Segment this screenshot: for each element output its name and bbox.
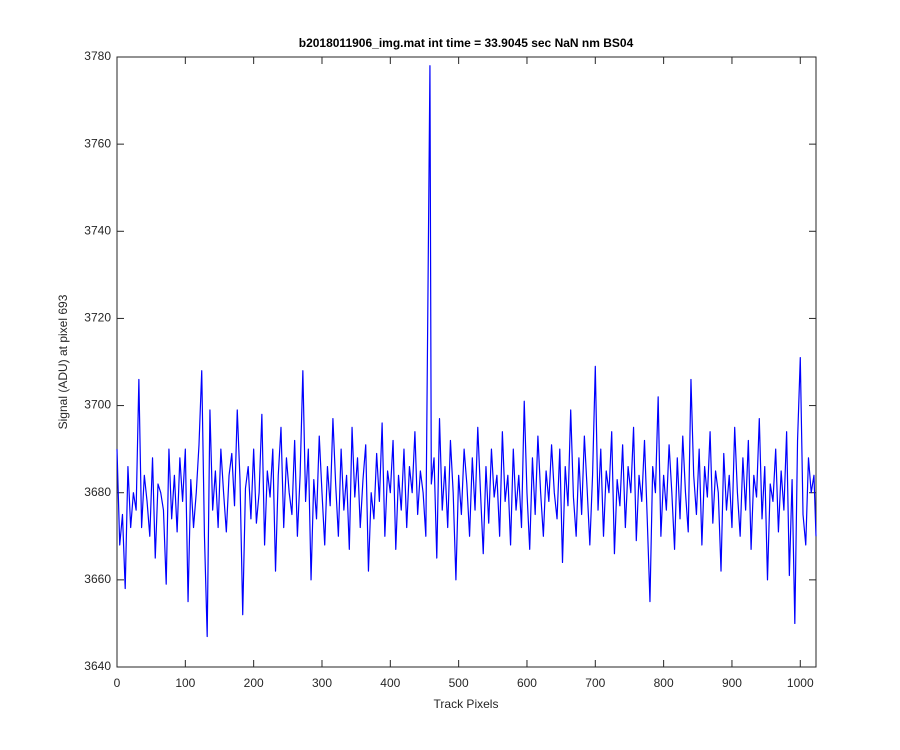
x-tick-label: 0 bbox=[114, 676, 121, 690]
y-tick-label: 3720 bbox=[84, 311, 111, 325]
x-tick-label: 1000 bbox=[787, 676, 814, 690]
y-tick-label: 3700 bbox=[84, 398, 111, 412]
x-tick-label: 100 bbox=[175, 676, 195, 690]
x-tick-label: 600 bbox=[517, 676, 537, 690]
chart-title: b2018011906_img.mat int time = 33.9045 s… bbox=[299, 36, 634, 50]
y-tick-label: 3660 bbox=[84, 572, 111, 586]
x-tick-label: 500 bbox=[449, 676, 469, 690]
y-tick-label: 3740 bbox=[84, 223, 111, 237]
x-tick-label: 700 bbox=[585, 676, 605, 690]
x-axis-label: Track Pixels bbox=[434, 697, 499, 711]
x-tick-label: 300 bbox=[312, 676, 332, 690]
x-tick-label: 900 bbox=[722, 676, 742, 690]
x-tick-label: 800 bbox=[654, 676, 674, 690]
y-tick-label: 3640 bbox=[84, 659, 111, 673]
y-tick-label: 3760 bbox=[84, 136, 111, 150]
y-tick-label: 3680 bbox=[84, 485, 111, 499]
x-tick-label: 400 bbox=[380, 676, 400, 690]
x-tick-label: 200 bbox=[244, 676, 264, 690]
data-line bbox=[116, 65, 817, 638]
y-tick-label: 3780 bbox=[84, 49, 111, 63]
plot-area bbox=[116, 56, 817, 668]
y-axis-label: Signal (ADU) at pixel 693 bbox=[56, 294, 70, 429]
